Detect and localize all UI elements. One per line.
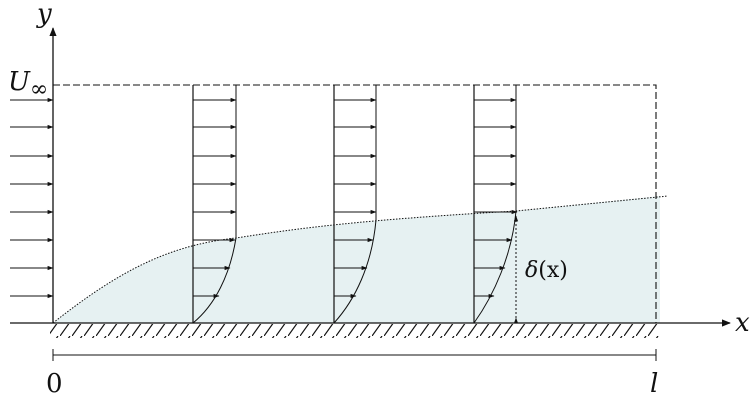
freestream-subscript: ∞ xyxy=(30,77,48,102)
thickness-symbol: δ xyxy=(525,258,538,283)
length-start-label: 0 xyxy=(46,369,63,399)
boundary-layer-region xyxy=(53,196,660,323)
length-end-label: l xyxy=(650,369,658,399)
freestream-boundary xyxy=(53,84,657,323)
y-axis-label: y xyxy=(36,0,52,29)
velocity-profile-2 xyxy=(333,85,377,324)
length-scale-bar xyxy=(52,349,657,361)
freestream-symbol: U xyxy=(8,67,31,97)
thickness-label: δ(x) xyxy=(525,258,568,283)
thickness-arg: (x) xyxy=(538,258,568,283)
boundary-layer-edge xyxy=(52,195,669,324)
inlet-velocity-profile xyxy=(10,97,54,299)
x-axis-label: x xyxy=(735,308,750,338)
wall-hatching xyxy=(50,324,660,338)
velocity-profile-1 xyxy=(192,85,237,324)
freestream-label: U∞ xyxy=(8,67,48,102)
